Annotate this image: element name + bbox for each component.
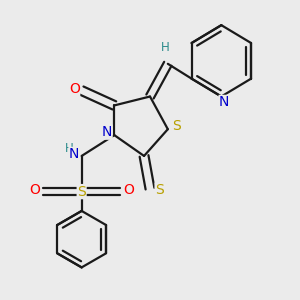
Text: S: S	[155, 183, 164, 197]
Text: N: N	[102, 125, 112, 139]
Text: S: S	[172, 119, 181, 133]
Text: O: O	[123, 183, 134, 197]
Text: O: O	[69, 82, 80, 96]
Text: N: N	[69, 148, 80, 161]
Text: S: S	[77, 184, 86, 199]
Text: H: H	[65, 142, 74, 155]
Text: O: O	[29, 183, 40, 197]
Text: N: N	[219, 95, 230, 110]
Text: H: H	[160, 41, 169, 54]
